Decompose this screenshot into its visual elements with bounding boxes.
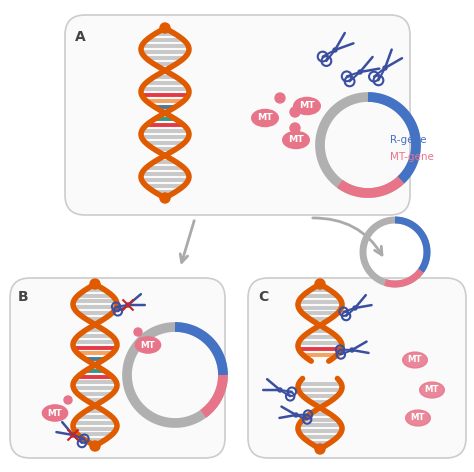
Circle shape bbox=[315, 444, 325, 454]
Ellipse shape bbox=[403, 352, 428, 368]
Ellipse shape bbox=[419, 382, 444, 398]
Ellipse shape bbox=[136, 337, 161, 353]
Text: MT: MT bbox=[299, 101, 315, 110]
Circle shape bbox=[160, 23, 170, 33]
Circle shape bbox=[71, 433, 75, 437]
FancyBboxPatch shape bbox=[248, 278, 466, 458]
Text: MT: MT bbox=[141, 340, 155, 349]
Text: R-gene: R-gene bbox=[390, 135, 426, 145]
Text: MT: MT bbox=[257, 113, 273, 123]
Circle shape bbox=[64, 396, 72, 404]
Text: MT: MT bbox=[411, 413, 425, 422]
Ellipse shape bbox=[252, 110, 278, 126]
Circle shape bbox=[353, 306, 357, 310]
Circle shape bbox=[275, 93, 285, 103]
Circle shape bbox=[134, 328, 142, 336]
Ellipse shape bbox=[294, 97, 320, 115]
FancyBboxPatch shape bbox=[65, 15, 410, 215]
Circle shape bbox=[294, 413, 298, 417]
Circle shape bbox=[383, 66, 387, 70]
Circle shape bbox=[90, 441, 100, 451]
Ellipse shape bbox=[283, 131, 310, 149]
Text: A: A bbox=[75, 30, 86, 44]
Text: C: C bbox=[258, 290, 268, 304]
Text: MT: MT bbox=[288, 135, 304, 144]
Circle shape bbox=[160, 193, 170, 203]
Text: MT: MT bbox=[425, 386, 439, 395]
Ellipse shape bbox=[406, 410, 430, 426]
Circle shape bbox=[90, 279, 100, 289]
Circle shape bbox=[278, 388, 282, 392]
Text: MT: MT bbox=[408, 355, 422, 364]
Text: B: B bbox=[18, 290, 28, 304]
Text: MT: MT bbox=[47, 408, 63, 418]
Circle shape bbox=[290, 107, 300, 117]
FancyBboxPatch shape bbox=[10, 278, 225, 458]
Circle shape bbox=[126, 303, 130, 307]
Ellipse shape bbox=[42, 405, 68, 421]
Circle shape bbox=[358, 70, 362, 74]
Circle shape bbox=[350, 348, 354, 352]
Circle shape bbox=[315, 279, 325, 289]
Text: MT-gene: MT-gene bbox=[390, 152, 434, 162]
Circle shape bbox=[290, 123, 300, 133]
Circle shape bbox=[333, 48, 337, 52]
